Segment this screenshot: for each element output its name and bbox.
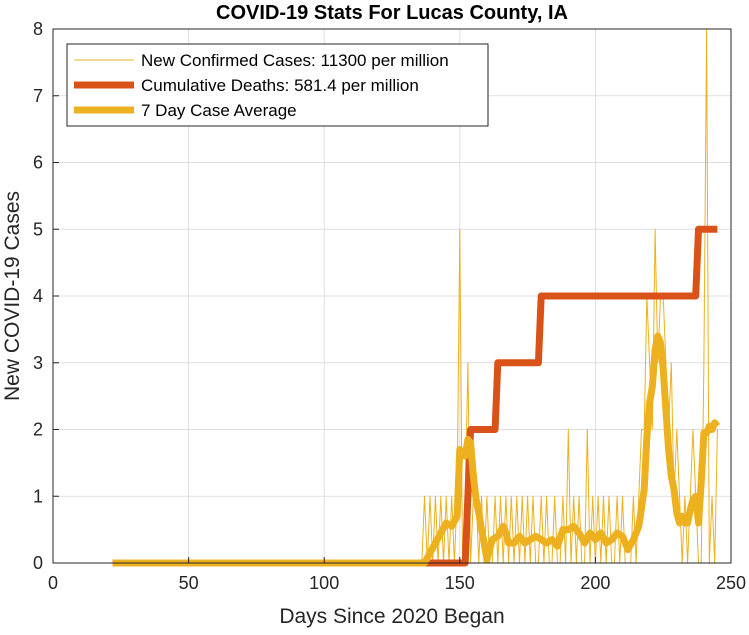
y-tick-label: 3 — [33, 353, 43, 373]
y-tick-label: 2 — [33, 420, 43, 440]
x-tick-label: 0 — [48, 573, 58, 593]
legend-label-seven-day-average: 7 Day Case Average — [141, 101, 297, 120]
x-axis-label: Days Since 2020 Began — [279, 605, 504, 628]
x-tick-label: 250 — [716, 573, 746, 593]
series-layer — [112, 28, 721, 567]
series-line-7-day-case-average — [112, 332, 721, 567]
y-tick-label: 4 — [33, 286, 43, 306]
legend-box — [66, 43, 489, 127]
y-axis-label: New COVID-19 Cases — [1, 191, 24, 401]
legend-label-cumulative-deaths: Cumulative Deaths: 581.4 per million — [141, 76, 419, 95]
x-tick-label: 50 — [179, 573, 199, 593]
y-tick-label: 5 — [33, 219, 43, 239]
legend-label-new-cases: New Confirmed Cases: 11300 per million — [141, 51, 449, 70]
series-line-cumulative-deaths-581-4-per-million — [112, 225, 718, 567]
y-tick-label: 8 — [33, 19, 43, 39]
y-tick-label: 6 — [33, 153, 43, 173]
tick-layer: 0 50 100 150 200 250 0 1 2 3 4 5 6 7 8 — [33, 19, 746, 593]
y-tick-label: 0 — [33, 553, 43, 573]
x-tick-label: 200 — [580, 573, 610, 593]
y-tick-label: 1 — [33, 486, 43, 506]
chart-title: COVID-19 Stats For Lucas County, IA — [216, 2, 568, 24]
y-tick-label: 7 — [33, 86, 43, 106]
legend: New Confirmed Cases: 11300 per million C… — [66, 43, 489, 127]
x-tick-label: 150 — [445, 573, 475, 593]
x-tick-label: 100 — [309, 573, 339, 593]
